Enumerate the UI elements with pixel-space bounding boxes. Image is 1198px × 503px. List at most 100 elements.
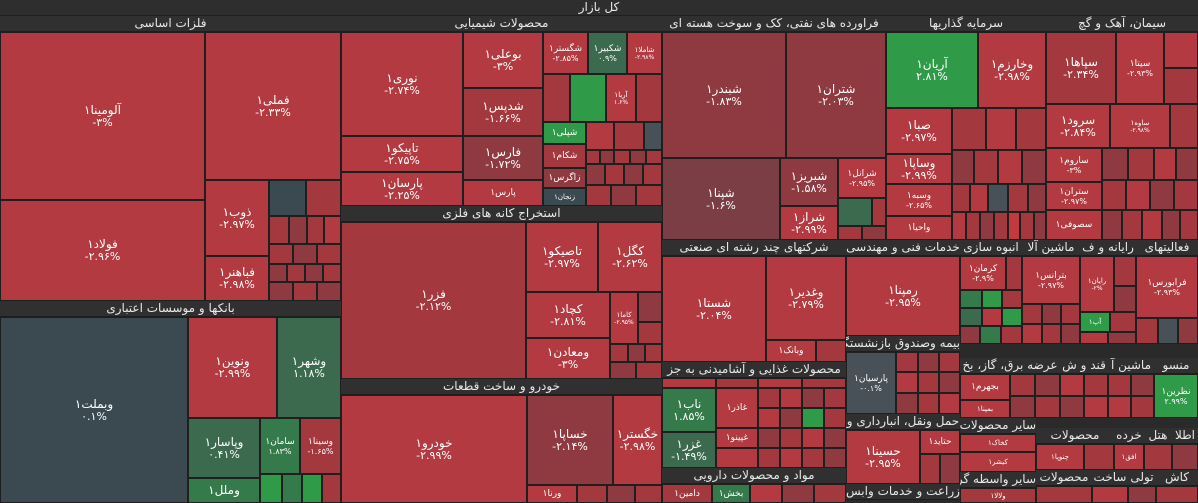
tile-small[interactable] xyxy=(1142,210,1162,240)
tile-small[interactable] xyxy=(982,290,1002,308)
tile-small[interactable] xyxy=(716,448,758,468)
sector-header-banks[interactable]: بانکها و موسسات اعتباری xyxy=(0,301,341,317)
tile-arian[interactable]: آریان۱ ۲.۸۱% xyxy=(886,32,978,108)
tile-zanjan[interactable]: زنجان۱ xyxy=(543,188,586,206)
tile-small[interactable] xyxy=(780,388,802,408)
tile-tasiko[interactable]: تاصیکو۱ -۲.۹۷% xyxy=(526,222,598,292)
sector-header-products[interactable]: محصولات xyxy=(1036,428,1114,444)
tile-small[interactable] xyxy=(269,244,293,264)
tile-small[interactable] xyxy=(1061,304,1080,324)
tile-vbank[interactable]: وبانک۱ xyxy=(766,340,816,362)
tile-small[interactable] xyxy=(1102,210,1122,240)
tile-small[interactable] xyxy=(1164,68,1198,104)
tile-small[interactable] xyxy=(1172,444,1198,470)
tile-saba[interactable]: صبا۱ -۲.۹۷% xyxy=(886,108,952,154)
tile-small[interactable] xyxy=(824,448,846,468)
sector-header-tiles[interactable]: کاش xyxy=(1156,470,1198,486)
tile-small[interactable] xyxy=(758,378,802,388)
sector-header-autos[interactable]: خودرو و ساخت قطعات xyxy=(341,379,662,395)
tile-shabandar[interactable]: شبندر۱ -۱.۸۳% xyxy=(662,32,786,158)
tile-small[interactable] xyxy=(758,448,780,468)
tile-small[interactable] xyxy=(570,74,606,122)
tile-small[interactable] xyxy=(1128,486,1156,503)
tile-shekbir[interactable]: شکبیر۱ ۰.۹% xyxy=(588,32,627,74)
tile-fbahonar[interactable]: فباهنر۱ -۲.۹۸% xyxy=(205,256,269,301)
tile-small[interactable] xyxy=(293,244,317,264)
tile-small[interactable] xyxy=(896,393,918,414)
tile-sharanol[interactable]: شرانل۱ -۲.۹۵% xyxy=(838,158,886,198)
tile-small[interactable] xyxy=(662,378,716,388)
sector-header-other-brokers[interactable]: سایر واسطه گریها xyxy=(960,472,1036,488)
tile-small[interactable] xyxy=(302,474,322,503)
tile-parsian[interactable]: پارسیان۱ -۰.۱% xyxy=(846,352,896,414)
tile-small[interactable] xyxy=(802,448,824,468)
tile-small[interactable] xyxy=(988,184,1008,212)
tile-kehak[interactable]: کخاک۱ xyxy=(960,434,1036,452)
tile-small[interactable] xyxy=(614,122,644,150)
tile-small[interactable] xyxy=(824,428,846,448)
tile-khodro[interactable]: خودرو۱ -۲.۹۹% xyxy=(341,395,527,503)
tile-small[interactable] xyxy=(1001,326,1022,344)
tile-small[interactable] xyxy=(317,282,341,301)
tile-small[interactable] xyxy=(920,454,940,484)
tile-small[interactable] xyxy=(1042,324,1061,344)
tile-small[interactable] xyxy=(896,372,918,393)
tile-rampna[interactable]: رمپنا۱ -۲.۹۵% xyxy=(846,256,960,336)
tile-small[interactable] xyxy=(918,393,939,414)
tile-daamin[interactable]: دامین۱ xyxy=(662,484,712,503)
tile-shegostar[interactable]: شگستر۱ -۲.۸۵% xyxy=(543,32,588,74)
tile-small[interactable] xyxy=(322,474,341,503)
tile-small[interactable] xyxy=(758,428,780,448)
tile-small[interactable] xyxy=(1114,286,1136,312)
tile-ghezar[interactable]: غزر۱ -۱.۴۹% xyxy=(662,432,716,468)
tile-small[interactable] xyxy=(1131,396,1154,418)
tile-small[interactable] xyxy=(644,122,662,150)
tile-small[interactable] xyxy=(269,216,289,244)
tile-small[interactable] xyxy=(980,212,994,240)
tile-small[interactable] xyxy=(1084,374,1108,396)
tile-small[interactable] xyxy=(952,108,986,150)
tile-small[interactable] xyxy=(802,378,846,388)
tile-small[interactable] xyxy=(1020,212,1034,240)
tile-small[interactable] xyxy=(814,484,846,503)
tile-small[interactable] xyxy=(1108,396,1131,418)
tile-small[interactable] xyxy=(960,308,982,326)
tile-small[interactable] xyxy=(939,393,960,414)
tile-small[interactable] xyxy=(1102,148,1128,180)
tile-small[interactable] xyxy=(269,180,306,216)
tile-naab[interactable]: ناب۱ ۱.۸۵% xyxy=(662,388,716,432)
tile-small[interactable] xyxy=(802,388,824,408)
sector-header-retail[interactable]: خرده xyxy=(1114,428,1144,444)
tile-hasina[interactable]: حسینا۱ -۲.۹۵% xyxy=(846,430,920,484)
tile-small[interactable] xyxy=(1156,486,1198,503)
tile-small[interactable] xyxy=(980,326,1001,344)
tile-small[interactable] xyxy=(1108,332,1136,344)
tile-small[interactable] xyxy=(324,216,341,244)
tile-sepaha[interactable]: سپاها۱ -۲.۳۴% xyxy=(1046,32,1116,104)
sector-header-machinery[interactable]: ماشین آلا xyxy=(1022,240,1080,256)
tile-nori[interactable]: نوری۱ -۲.۷۴% xyxy=(341,32,463,136)
tile-small[interactable] xyxy=(1128,148,1154,180)
tile-small[interactable] xyxy=(1060,396,1084,418)
tile-vpasar[interactable]: وپاسار۱ ۰.۴۱% xyxy=(188,418,260,478)
sector-header-sakht[interactable]: ساخت xyxy=(1092,470,1128,486)
tile-fezar[interactable]: فزر۱ -۲.۱۲% xyxy=(341,222,526,379)
tile-small[interactable] xyxy=(1176,148,1198,180)
tile-boali[interactable]: بوعلی۱ -۳% xyxy=(463,32,543,88)
tile-pars[interactable]: پارس۱ xyxy=(463,180,543,206)
tile-small[interactable] xyxy=(1034,212,1046,240)
tile-hatiad[interactable]: حتاید۱ xyxy=(920,430,960,454)
tile-sesoofi[interactable]: سصوفی۱ xyxy=(1046,210,1102,240)
tile-shepli[interactable]: شپلی۱ xyxy=(543,122,586,144)
tile-small[interactable] xyxy=(614,150,630,164)
tile-rayan[interactable]: رایان۱ -۲% xyxy=(1080,256,1114,312)
sector-header-mass-building[interactable]: انبوه سازی xyxy=(960,240,1022,256)
tile-small[interactable] xyxy=(635,485,662,503)
tile-shedpis[interactable]: شدپس۱ -۱.۶۶% xyxy=(463,88,543,136)
tile-small[interactable] xyxy=(1131,374,1154,396)
tile-small[interactable] xyxy=(802,408,824,428)
tile-small[interactable] xyxy=(269,264,287,282)
tile-small[interactable] xyxy=(952,184,970,212)
tile-small[interactable] xyxy=(306,180,341,216)
tile-khegostar[interactable]: خگستر۱ -۲.۹۸% xyxy=(613,395,662,485)
